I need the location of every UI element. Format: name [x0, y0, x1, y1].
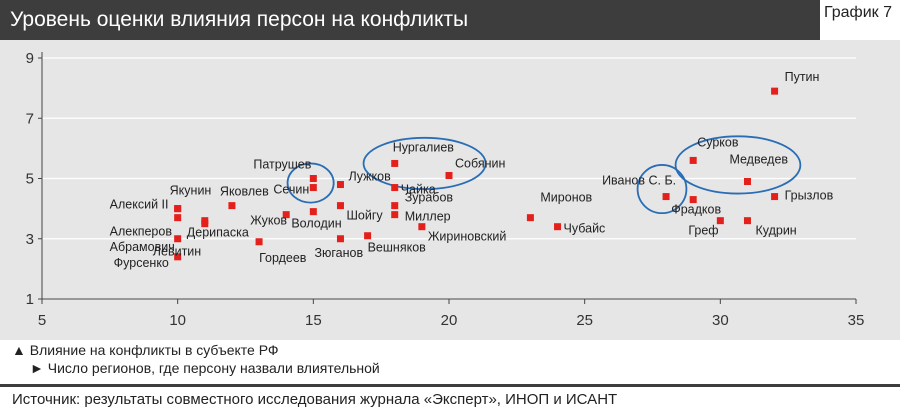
- y-tick-label: 5: [26, 171, 34, 188]
- point-label: Гордеев: [259, 251, 307, 265]
- source-note: Источник: результаты совместного исследо…: [0, 384, 900, 414]
- highlight-circle-1: [286, 162, 335, 204]
- point-marker: [771, 87, 779, 95]
- chart-title: Уровень оценки влияния персон на конфлик…: [0, 0, 820, 40]
- point-label: Медведев: [729, 153, 788, 167]
- point-marker: [391, 184, 399, 192]
- point-label: Алексий II: [110, 198, 169, 212]
- point-label: Шойгу: [346, 209, 383, 223]
- point-marker: [391, 202, 399, 210]
- point-label: Собянин: [455, 156, 506, 170]
- point-marker: [174, 205, 182, 213]
- axis-legend: ▲ Влияние на конфликты в субъекте РФ ► Ч…: [12, 342, 380, 376]
- highlight-circle-2: [362, 136, 487, 190]
- point-marker: [309, 184, 317, 192]
- point-marker: [336, 235, 344, 243]
- x-tick-label: 20: [441, 312, 458, 329]
- point-marker: [771, 193, 779, 201]
- point-marker: [391, 159, 399, 167]
- point-marker: [282, 211, 290, 219]
- highlight-circle-4: [674, 135, 802, 195]
- point-label: Лужков: [348, 170, 391, 184]
- y-axis-note-text: Число регионов, где персону назвали влия…: [47, 360, 380, 376]
- graph-number-label: График 7: [823, 4, 892, 21]
- y-tick-label: 9: [26, 50, 34, 67]
- point-marker: [201, 217, 209, 225]
- point-marker: [743, 178, 751, 186]
- point-label: Жуков: [250, 214, 287, 228]
- point-marker: [445, 171, 453, 179]
- y-tick-label: 1: [26, 291, 34, 308]
- point-label: Кудрин: [755, 224, 796, 238]
- point-label: Яковлев: [220, 185, 269, 199]
- point-marker: [309, 175, 317, 182]
- point-label: Якунин: [170, 184, 212, 198]
- x-tick-label: 5: [38, 312, 46, 329]
- point-marker: [309, 208, 317, 216]
- point-label: Сечин: [273, 183, 309, 197]
- point-marker: [716, 217, 724, 225]
- point-marker: [336, 181, 344, 189]
- point-label: Зюганов: [314, 246, 363, 260]
- x-axis-note-text: Влияние на конфликты в субъекте РФ: [29, 342, 279, 358]
- point-label: Фурсенко: [114, 256, 169, 270]
- point-label: Сурков: [697, 135, 739, 149]
- point-label: Миронов: [540, 191, 592, 205]
- point-label: Дерипаска: [187, 226, 249, 240]
- point-label: Фрадков: [671, 203, 721, 217]
- point-label: Чайка: [401, 183, 436, 197]
- point-marker: [174, 214, 182, 222]
- y-axis-note: ► Число регионов, где персону назвали вл…: [12, 360, 380, 376]
- point-label: Грызлов: [785, 189, 834, 203]
- x-axis-note: ▲ Влияние на конфликты в субъекте РФ: [12, 342, 380, 358]
- point-marker: [743, 217, 751, 225]
- point-label: Патрушев: [253, 158, 311, 172]
- point-label: Жириновский: [428, 230, 507, 244]
- highlight-circle-3: [636, 164, 688, 215]
- point-marker: [174, 253, 182, 261]
- point-label: Левитин: [153, 245, 201, 259]
- point-marker: [174, 235, 182, 243]
- point-marker: [554, 223, 562, 231]
- y-tick-label: 7: [26, 110, 34, 127]
- point-label: Абрамович: [110, 240, 175, 254]
- point-label: Миллер: [405, 210, 451, 224]
- point-marker: [336, 202, 344, 210]
- triangle-right-icon: ►: [30, 360, 44, 376]
- point-marker: [662, 193, 670, 201]
- point-marker: [391, 211, 399, 219]
- point-marker: [255, 238, 263, 246]
- point-label: Иванов С. Б.: [602, 174, 676, 188]
- point-label: Володин: [291, 217, 341, 231]
- point-marker: [418, 223, 426, 231]
- x-tick-label: 10: [169, 312, 186, 329]
- x-tick-label: 35: [848, 312, 865, 329]
- point-label: Греф: [688, 224, 718, 238]
- point-label: Вешняков: [368, 241, 427, 255]
- y-tick-label: 3: [26, 231, 34, 248]
- point-label: Зурабов: [405, 191, 454, 205]
- x-tick-label: 30: [712, 312, 729, 329]
- point-label: Путин: [785, 70, 820, 84]
- point-marker: [228, 202, 236, 210]
- x-tick-label: 15: [305, 312, 322, 329]
- point-marker: [526, 214, 534, 222]
- point-label: Алекперов: [110, 225, 173, 239]
- point-marker: [364, 232, 372, 240]
- x-tick-label: 25: [576, 312, 593, 329]
- triangle-up-icon: ▲: [12, 342, 26, 358]
- plot-background: [0, 40, 900, 340]
- point-marker: [689, 196, 697, 204]
- point-label: Нургалиев: [393, 140, 455, 154]
- point-label: Чубайс: [564, 222, 606, 236]
- point-marker: [689, 156, 697, 164]
